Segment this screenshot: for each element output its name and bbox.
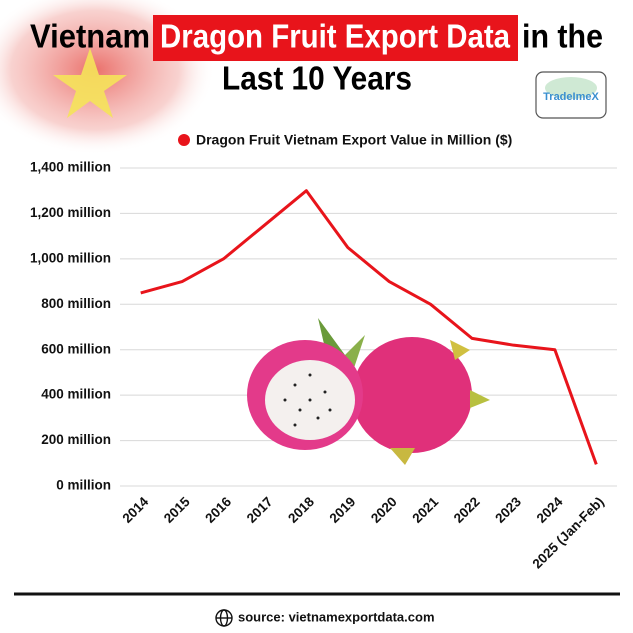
y-tick-label: 1,400 million [30,160,111,175]
x-tick-label: 2016 [202,494,234,526]
x-tick-label: 2023 [492,494,524,526]
x-tick-label: 2020 [368,494,400,526]
legend-label: Dragon Fruit Vietnam Export Value in Mil… [196,132,512,148]
y-tick-label: 200 million [41,432,111,447]
title-highlight [153,15,518,61]
logo: TradeImeX [535,71,607,119]
y-tick-label: 800 million [41,296,111,311]
y-tick-label: 1,000 million [30,250,111,265]
series-line [140,189,598,465]
dragon-fruit-illustration [247,318,490,465]
source: source: vietnamexportdata.com [238,609,435,624]
x-tick-label: 2022 [451,494,483,526]
x-tick-label: 2015 [161,494,193,526]
globe-icon [215,609,233,627]
chart-title: Vietnam [30,18,150,55]
legend-marker [178,134,190,146]
x-tick-label: 2014 [119,494,151,526]
y-tick-label: 600 million [41,341,111,356]
x-tick-label: 2025 (Jan-Feb) [529,494,606,571]
x-tick-label: 2018 [285,494,317,526]
x-tick-label: 2024 [534,494,566,526]
x-tick-label: 2019 [327,494,359,526]
x-tick-label: 2017 [244,494,276,526]
chart-title-line2: Last 10 Years [222,60,412,97]
logo-text: TradeImeX [543,91,599,103]
chart-title-highlight: Dragon Fruit Export Data [160,18,511,55]
chart-title-end: in the [522,18,603,55]
x-tick-label: 2021 [409,494,441,526]
y-tick-label: 0 million [56,478,111,493]
y-tick-label: 400 million [41,387,111,402]
y-tick-label: 1,200 million [30,205,111,220]
